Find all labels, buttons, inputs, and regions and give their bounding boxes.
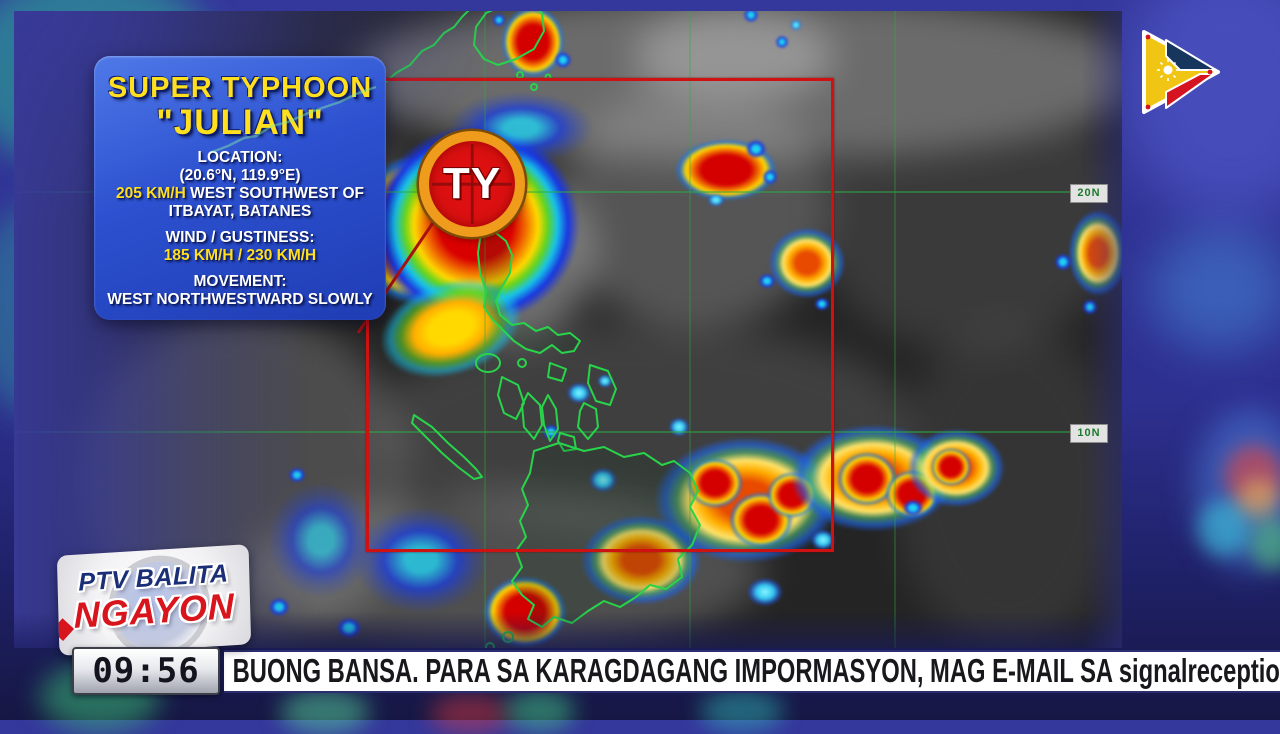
frame-blur-yellow-right — [1238, 478, 1280, 520]
movement-value: WEST NORTHWESTWARD SLOWLY — [107, 291, 373, 308]
radar-speck — [707, 193, 725, 207]
distance-value: 205 KM/H — [115, 185, 186, 202]
latitude-label-20n: 20N — [1070, 184, 1108, 203]
typhoon-info-panel: SUPER TYPHOON "JULIAN" LOCATION: (20.6°N… — [94, 56, 386, 320]
location-distance: 205 KM/H WEST SOUTHWEST OF — [94, 185, 386, 203]
location-coordinates: (20.6°N, 119.9°E) — [179, 167, 301, 184]
wind-label: WIND / GUSTINESS: — [165, 229, 315, 246]
news-ticker-bar: BUONG BANSA. PARA SA KARAGDAGANG IMPORMA… — [224, 650, 1280, 693]
radar-speck — [1054, 253, 1072, 271]
distance-direction: WEST SOUTHWEST OF — [185, 185, 365, 202]
radar-speck — [814, 297, 830, 311]
radar-speck — [810, 529, 836, 551]
radar-speck — [743, 11, 759, 23]
radar-speck — [762, 169, 778, 185]
frame-blur-cyan-right — [1150, 230, 1280, 350]
typhoon-marker-label: TY — [442, 159, 502, 208]
sun-icon — [1157, 59, 1179, 81]
radar-core — [930, 447, 972, 487]
radar-speck — [746, 577, 784, 607]
frame-blur-cyan2-right — [1198, 500, 1250, 556]
radar-speck — [1082, 299, 1098, 315]
clock-time: 09:56 — [92, 651, 200, 691]
radar-speck — [790, 19, 802, 31]
wind-value: 185 KM/H / 230 KM/H — [163, 247, 317, 264]
typhoon-marker: TY — [419, 131, 525, 237]
radar-speck — [775, 35, 789, 49]
radar-speck — [745, 139, 767, 159]
storm-name: "JULIAN" — [156, 103, 324, 142]
cloud-mass — [814, 81, 1122, 351]
frame-blur-green-right — [1250, 518, 1280, 570]
ticker-headline: BUONG BANSA. PARA SA KARAGDAGANG IMPORMA… — [232, 652, 1280, 689]
location-label: LOCATION: — [197, 149, 283, 166]
clock-box: 09:56 — [72, 647, 220, 695]
latitude-label-10n: 10N — [1070, 424, 1108, 443]
radar-cell-far-east — [1067, 208, 1122, 298]
storm-category-title: SUPER TYPHOON — [107, 72, 373, 104]
frame-blur-red-right — [1225, 445, 1280, 507]
radar-speck — [566, 382, 592, 404]
location-place: ITBAYAT, BATANES — [168, 203, 312, 220]
frame-blur-green-bottom1 — [280, 690, 370, 734]
show-logo-card: PTV BALITA NGAYON — [56, 544, 252, 656]
ptv-network-logo-icon — [1142, 30, 1220, 114]
frame-blur-red-bottom — [430, 694, 510, 734]
radar-speck — [902, 499, 924, 517]
radar-cell-south2 — [482, 575, 568, 648]
movement-label: MOVEMENT: — [193, 273, 287, 290]
frame-blur-green-bottom2 — [505, 690, 575, 732]
radar-speck — [554, 51, 572, 69]
radar-speck — [758, 273, 776, 289]
frame-blur-teal-bottom — [700, 690, 784, 732]
